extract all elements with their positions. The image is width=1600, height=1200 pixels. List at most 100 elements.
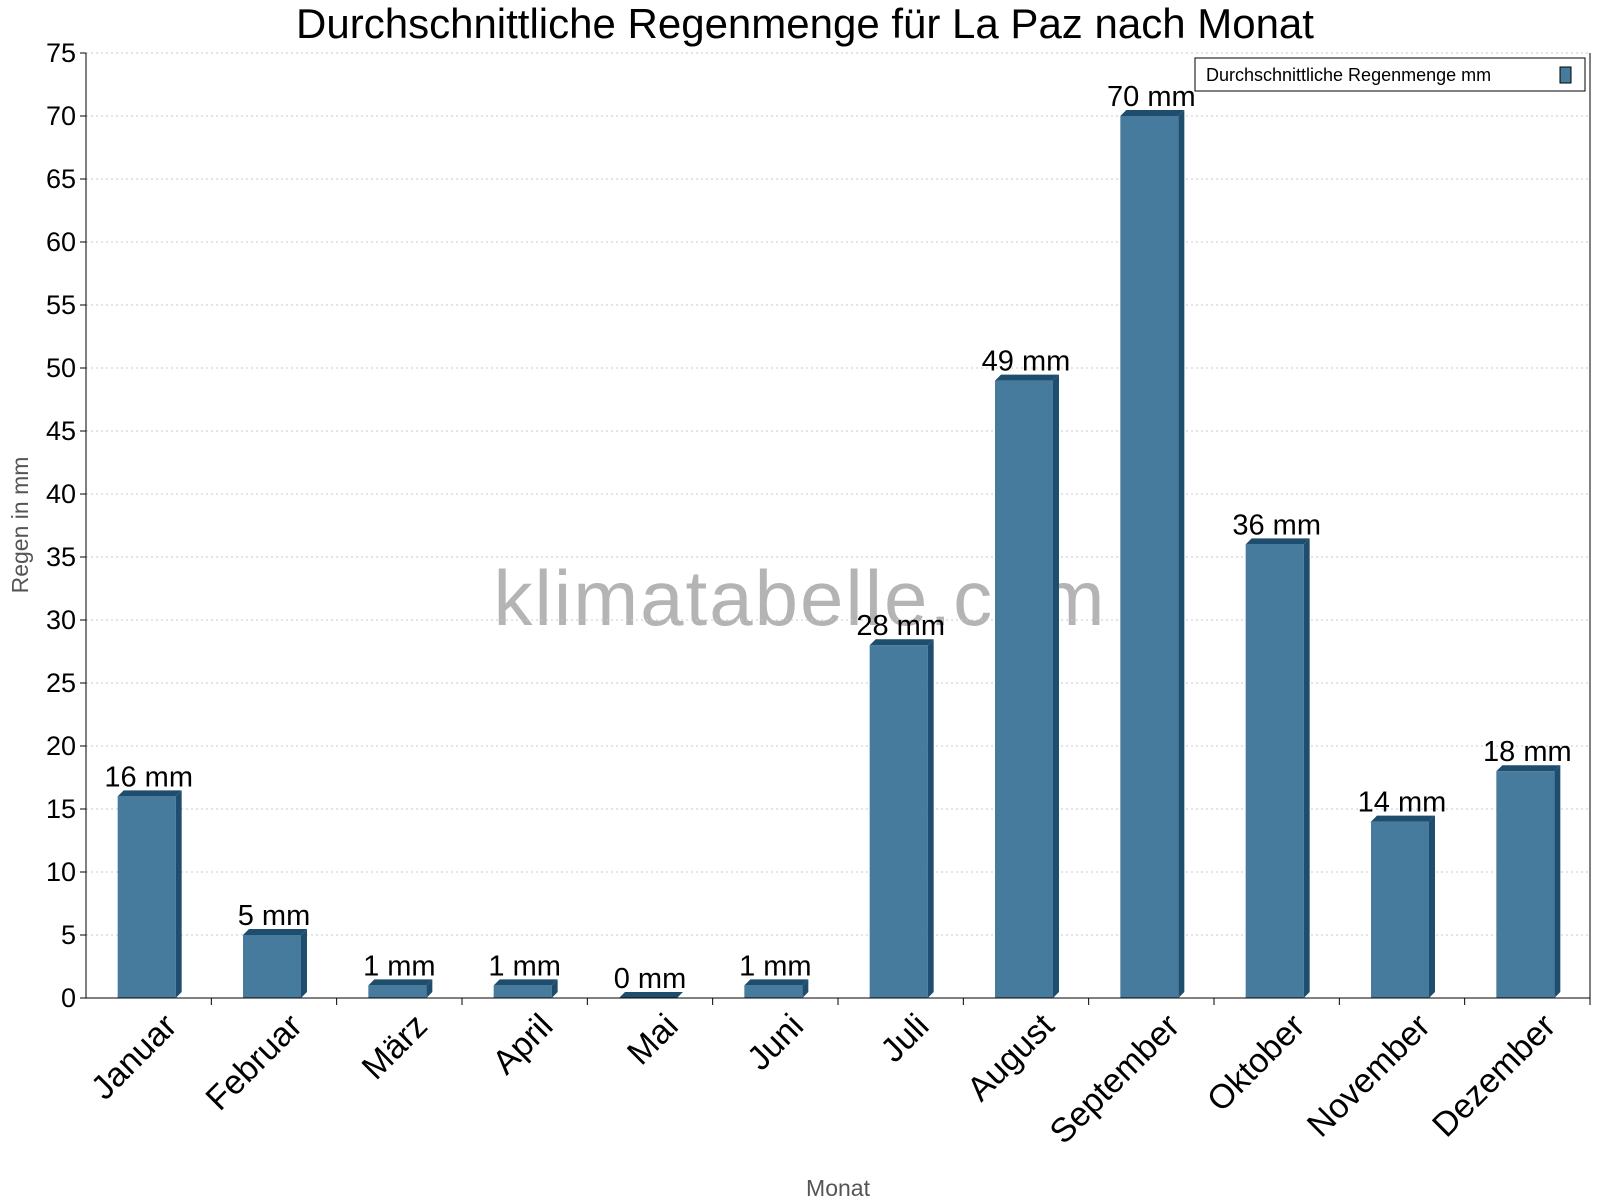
bar-front: [1120, 116, 1179, 998]
x-ticks: Januar Februar März April Mai Juni Juli AugustS…: [84, 998, 1591, 1151]
bar: [619, 992, 683, 998]
legend-box: [1194, 57, 1586, 92]
bar-top: [869, 639, 934, 646]
legend: Durchschnittliche Regenmenge mm: [1194, 57, 1586, 92]
bar-front: [1245, 544, 1304, 998]
x-tick-label: Februar: [199, 1007, 310, 1118]
data-label: 70 mm: [1107, 81, 1196, 113]
data-labels: 16 mm 5 mm 1 mm 1 mm 0 mm 1 mm 28 mm 49 mm 70 mm…: [104, 81, 1571, 995]
y-tick-label: 0: [61, 983, 76, 1013]
bar-top: [243, 929, 307, 935]
bar: [1120, 110, 1185, 998]
bar: [243, 929, 307, 998]
x-tick-label: April: [485, 1007, 560, 1082]
bar-front: [243, 935, 301, 998]
bar-top: [368, 979, 433, 986]
x-tick-label: September: [1043, 1007, 1187, 1151]
gridlines: [86, 52, 1590, 936]
x-tick-label: März: [355, 1007, 435, 1087]
y-tick-label: 60: [46, 227, 76, 257]
y-tick-label: 10: [46, 857, 76, 887]
bar-front: [1371, 821, 1429, 998]
y-tick-label: 65: [46, 164, 76, 194]
bar-side: [1303, 538, 1310, 998]
data-label: 18 mm: [1483, 736, 1572, 768]
data-label: 14 mm: [1358, 787, 1447, 819]
data-label: 1 mm: [363, 950, 436, 982]
data-label: 16 mm: [104, 761, 193, 793]
x-tick-label: Juni: [740, 1007, 811, 1078]
data-label: 1 mm: [739, 950, 812, 982]
bar: [368, 979, 433, 998]
x-tick-label: Dezember: [1425, 1007, 1563, 1145]
bar-front: [1496, 771, 1555, 998]
y-tick-label: 40: [46, 479, 76, 509]
y-tick-label: 75: [46, 38, 76, 68]
y-tick-label: 45: [46, 416, 76, 446]
y-tick-label: 55: [46, 290, 76, 320]
y-tick-label: 20: [46, 731, 76, 761]
chart-title: Durchschnittliche Regenmenge für La Paz …: [296, 0, 1314, 47]
bar-front: [995, 380, 1053, 999]
bar-front: [368, 985, 427, 998]
bar-side: [1178, 110, 1185, 998]
bar: [995, 374, 1059, 999]
y-tick-label: 5: [61, 920, 76, 950]
x-tick-label: Januar: [84, 1007, 184, 1107]
bar-side: [1053, 374, 1059, 999]
x-tick-label: Mai: [620, 1007, 686, 1073]
bar-front: [493, 985, 552, 998]
x-tick-label: Juli: [873, 1007, 936, 1070]
bar-top: [493, 979, 558, 986]
y-ticks: 0 5 10 15 20 25 30 35 40 45 50 55 60 65 70 75: [46, 38, 86, 1013]
bar: [1245, 538, 1310, 998]
bar-front: [117, 796, 176, 998]
bar-top: [995, 374, 1059, 381]
bar-top: [1496, 765, 1561, 772]
bar-side: [927, 639, 934, 998]
data-label: 0 mm: [614, 963, 687, 995]
bar-side: [802, 979, 809, 998]
bar-side: [301, 929, 307, 998]
bar-top: [1245, 538, 1310, 545]
data-label: 5 mm: [238, 900, 311, 932]
x-tick-label: Oktober: [1200, 1007, 1312, 1119]
bars: [117, 110, 1561, 999]
axes: [85, 53, 1591, 999]
bar: [744, 979, 809, 998]
data-label: 28 mm: [856, 610, 945, 642]
bar-front: [869, 645, 928, 998]
legend-swatch: [1559, 66, 1572, 84]
bar: [1496, 765, 1561, 998]
bar-side: [426, 979, 433, 998]
bar-side: [1429, 815, 1435, 998]
data-label: 1 mm: [488, 950, 561, 982]
y-tick-label: 25: [46, 668, 76, 698]
x-axis-label: Monat: [806, 1175, 871, 1200]
x-tick-label: August: [960, 1006, 1062, 1108]
bar-side: [1554, 765, 1561, 998]
bar: [117, 790, 182, 998]
bar-side: [551, 979, 558, 998]
bar: [1371, 815, 1435, 998]
y-tick-label: 30: [46, 605, 76, 635]
bar-top: [1120, 110, 1185, 116]
legend-entry-label: Durchschnittliche Regenmenge mm: [1206, 65, 1491, 85]
bar: [869, 639, 934, 998]
bar-side: [175, 790, 182, 998]
bar-top: [619, 992, 683, 998]
y-tick-label: 70: [46, 101, 76, 131]
y-tick-label: 50: [46, 353, 76, 383]
y-axis-label: Regen in mm: [7, 457, 33, 594]
bar-top: [1371, 815, 1435, 822]
bar-top: [744, 979, 809, 986]
bar-top: [117, 790, 182, 797]
y-tick-label: 35: [46, 542, 76, 572]
data-label: 36 mm: [1232, 509, 1321, 541]
bar: [493, 979, 558, 998]
data-label: 49 mm: [982, 346, 1071, 378]
y-tick-label: 15: [46, 794, 76, 824]
x-tick-label: November: [1300, 1007, 1438, 1145]
bar-front: [744, 985, 803, 998]
